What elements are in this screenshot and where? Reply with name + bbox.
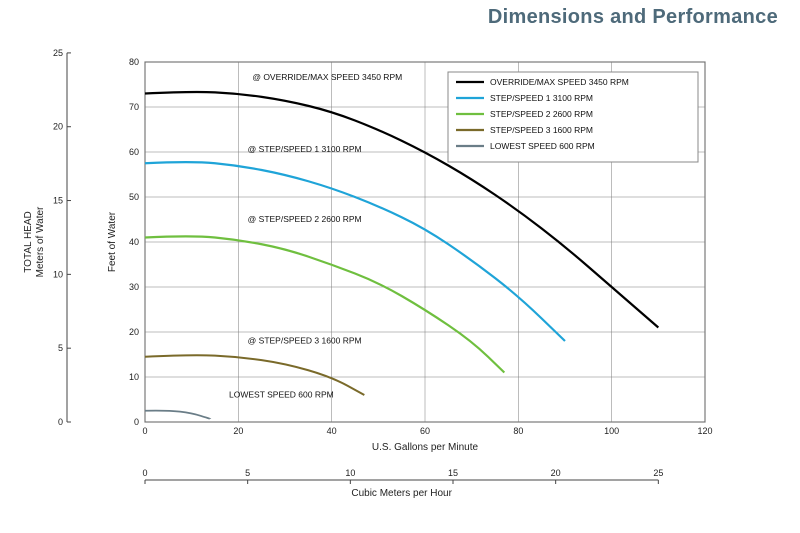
svg-text:10: 10 [53, 269, 63, 279]
svg-text:15: 15 [53, 196, 63, 206]
svg-text:40: 40 [327, 426, 337, 436]
svg-text:15: 15 [448, 468, 458, 478]
performance-chart: 02040608010012001020304050607080U.S. Gal… [0, 0, 800, 533]
svg-text:0: 0 [142, 468, 147, 478]
svg-text:0: 0 [142, 426, 147, 436]
svg-text:0: 0 [58, 417, 63, 427]
svg-text:5: 5 [245, 468, 250, 478]
svg-text:60: 60 [420, 426, 430, 436]
series-label-2: @ STEP/SPEED 2 2600 RPM [248, 214, 362, 224]
svg-text:50: 50 [129, 192, 139, 202]
svg-text:70: 70 [129, 102, 139, 112]
legend-label-3: STEP/SPEED 3 1600 RPM [490, 125, 593, 135]
legend-label-4: LOWEST SPEED 600 RPM [490, 141, 595, 151]
series-curve-1 [145, 162, 565, 341]
svg-text:20: 20 [233, 426, 243, 436]
svg-text:TOTAL HEAD: TOTAL HEAD [23, 211, 34, 273]
series-label-0: @ OVERRIDE/MAX SPEED 3450 RPM [252, 72, 402, 82]
svg-text:100: 100 [604, 426, 619, 436]
series-label-4: LOWEST SPEED 600 RPM [229, 389, 334, 399]
svg-text:20: 20 [551, 468, 561, 478]
svg-text:Meters of Water: Meters of Water [35, 206, 46, 277]
svg-text:40: 40 [129, 237, 139, 247]
svg-text:30: 30 [129, 282, 139, 292]
svg-text:25: 25 [653, 468, 663, 478]
svg-text:20: 20 [53, 122, 63, 132]
svg-text:Cubic Meters per Hour: Cubic Meters per Hour [351, 488, 452, 499]
svg-text:Feet of Water: Feet of Water [107, 211, 118, 272]
svg-text:80: 80 [129, 57, 139, 67]
svg-text:10: 10 [345, 468, 355, 478]
svg-text:60: 60 [129, 147, 139, 157]
performance-chart-page: Dimensions and Performance { "title": "D… [0, 0, 800, 533]
svg-text:20: 20 [129, 327, 139, 337]
svg-text:10: 10 [129, 372, 139, 382]
series-label-1: @ STEP/SPEED 1 3100 RPM [248, 144, 362, 154]
legend-label-1: STEP/SPEED 1 3100 RPM [490, 93, 593, 103]
svg-text:5: 5 [58, 343, 63, 353]
svg-text:U.S. Gallons per Minute: U.S. Gallons per Minute [372, 442, 479, 453]
svg-text:25: 25 [53, 48, 63, 58]
legend-label-0: OVERRIDE/MAX SPEED 3450 RPM [490, 77, 629, 87]
svg-text:80: 80 [513, 426, 523, 436]
svg-text:120: 120 [697, 426, 712, 436]
series-curve-2 [145, 236, 504, 372]
series-label-3: @ STEP/SPEED 3 1600 RPM [248, 335, 362, 345]
series-curve-4 [145, 411, 210, 419]
svg-text:0: 0 [134, 417, 139, 427]
legend-label-2: STEP/SPEED 2 2600 RPM [490, 109, 593, 119]
